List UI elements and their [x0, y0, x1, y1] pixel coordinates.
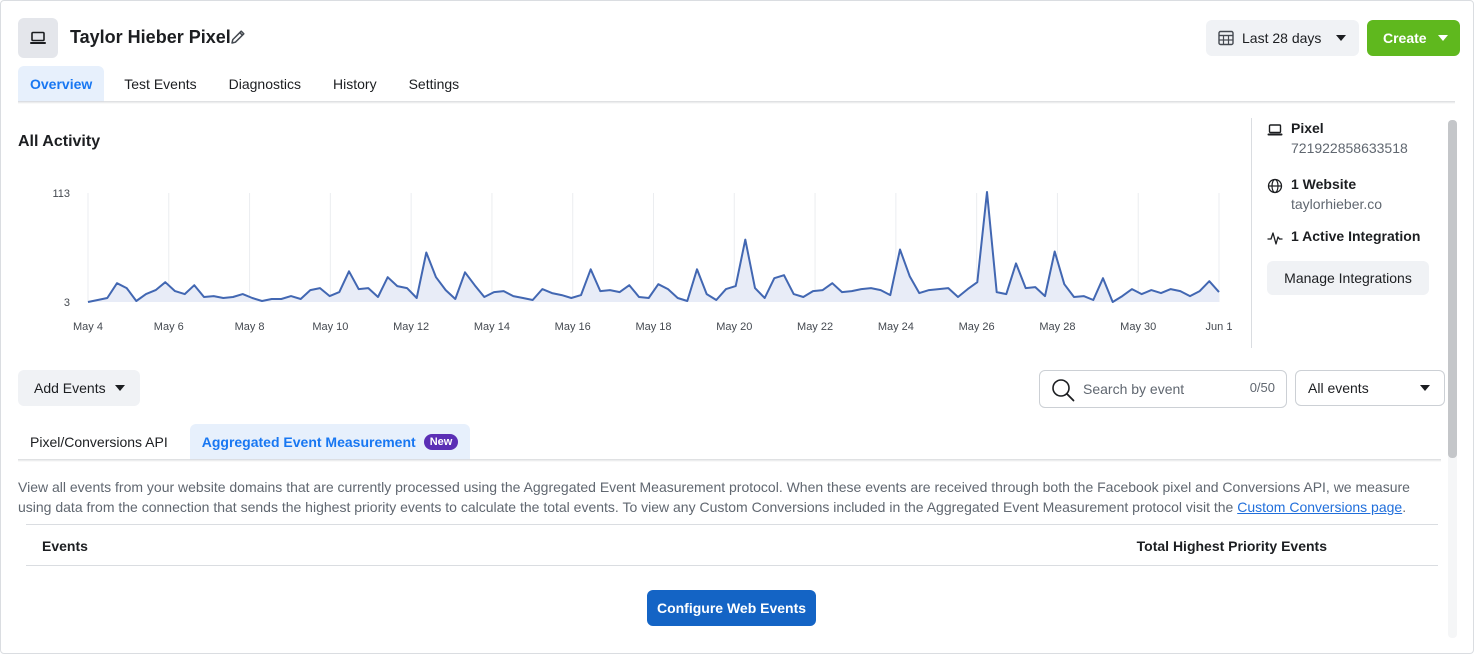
activity-title: All Activity [18, 133, 101, 150]
x-tick-label: May 10 [312, 321, 348, 333]
add-events-dropdown[interactable]: Add Events [18, 370, 140, 406]
search-char-count: 0/50 [1249, 380, 1275, 395]
x-tick-label: May 22 [797, 321, 833, 333]
x-tick-label: May 6 [154, 321, 184, 333]
event-search[interactable]: 0/50 [1039, 370, 1287, 408]
search-input[interactable] [1083, 379, 1233, 399]
tab-test-events[interactable]: Test Events [124, 76, 197, 92]
globe-icon [1267, 178, 1283, 194]
series-line [87, 191, 1220, 303]
x-tick-label: May 20 [716, 321, 752, 333]
pencil-icon[interactable] [229, 28, 247, 46]
create-label: Create [1383, 30, 1427, 46]
events-filter-value: All events [1308, 380, 1369, 396]
x-tick-label: May 14 [474, 321, 510, 333]
chevron-down-icon [1336, 35, 1346, 41]
x-tick-label: May 12 [393, 321, 429, 333]
tab-label: Aggregated Event Measurement [201, 434, 416, 450]
x-tick-label: May 4 [73, 321, 103, 333]
website-domain: taylorhieber.co [1291, 196, 1383, 212]
tab-settings[interactable]: Settings [408, 76, 460, 92]
events-table-header: Events Total Highest Priority Events [26, 524, 1438, 566]
calendar-table-icon [1218, 30, 1234, 46]
active-integration-count: 1 Active Integration [1291, 228, 1421, 244]
add-events-label: Add Events [34, 380, 106, 396]
chevron-down-icon [115, 385, 125, 391]
column-header-total-priority-events: Total Highest Priority Events [1136, 538, 1327, 554]
pulse-icon [1267, 232, 1283, 245]
website-count: 1 Website [1291, 176, 1357, 192]
pixel-id: 721922858633518 [1291, 140, 1408, 156]
x-tick-label: May 18 [635, 321, 671, 333]
aem-description: View all events from your website domain… [18, 477, 1438, 517]
pixel-label: Pixel [1291, 120, 1324, 136]
x-tick-label: May 30 [1120, 321, 1156, 333]
tab-aggregated-event-measurement[interactable]: Aggregated Event Measurement New [189, 424, 471, 460]
laptop-icon [30, 31, 46, 44]
side-panel-divider [1251, 118, 1252, 348]
column-header-events: Events [42, 538, 88, 554]
x-tick-label: May 28 [1039, 321, 1075, 333]
subtabs-divider [18, 459, 1441, 462]
manage-integrations-button[interactable]: Manage Integrations [1267, 261, 1429, 295]
x-tick-label: May 8 [235, 321, 265, 333]
description-end: . [1402, 499, 1407, 515]
date-range-label: Last 28 days [1242, 30, 1322, 46]
x-tick-label: May 26 [959, 321, 995, 333]
scrollbar-thumb[interactable] [1448, 120, 1457, 458]
x-tick-label: May 24 [878, 321, 914, 333]
new-badge: New [423, 434, 459, 450]
activity-chart: 113 3 May 4 May 6 May 8 May 10 May 12 May 14 M… [52, 188, 1233, 333]
main-tabs: Overview Test Events Diagnostics History… [18, 66, 479, 102]
scrollbar[interactable] [1448, 120, 1457, 638]
tab-overview[interactable]: Overview [18, 66, 105, 102]
description-text: View all events from your website domain… [18, 479, 1410, 515]
event-source-tabs: Pixel/Conversions API Aggregated Event M… [18, 424, 480, 460]
events-filter-select[interactable]: All events [1295, 370, 1445, 406]
y-tick-label: 3 [64, 297, 70, 309]
series-area [88, 192, 1219, 302]
x-tick-label: May 16 [555, 321, 591, 333]
tab-diagnostics[interactable]: Diagnostics [228, 76, 302, 92]
x-tick-label: Jun 1 [1206, 321, 1233, 333]
y-tick-label: 113 [52, 188, 70, 200]
chevron-down-icon [1438, 35, 1448, 41]
pixel-avatar [18, 18, 58, 58]
tabs-divider [18, 101, 1455, 104]
tab-label: Pixel/Conversions API [30, 434, 168, 450]
configure-web-events-button[interactable]: Configure Web Events [647, 590, 816, 626]
chevron-down-icon [1420, 385, 1430, 391]
create-button[interactable]: Create [1367, 20, 1460, 56]
laptop-icon [1267, 124, 1283, 136]
tab-pixel-conversions-api[interactable]: Pixel/Conversions API [18, 424, 180, 460]
search-icon [1052, 379, 1075, 402]
tab-history[interactable]: History [333, 76, 377, 92]
date-range-dropdown[interactable]: Last 28 days [1206, 20, 1359, 56]
page-title: Taylor Hieber Pixel [70, 27, 231, 47]
custom-conversions-link[interactable]: Custom Conversions page [1237, 499, 1403, 515]
